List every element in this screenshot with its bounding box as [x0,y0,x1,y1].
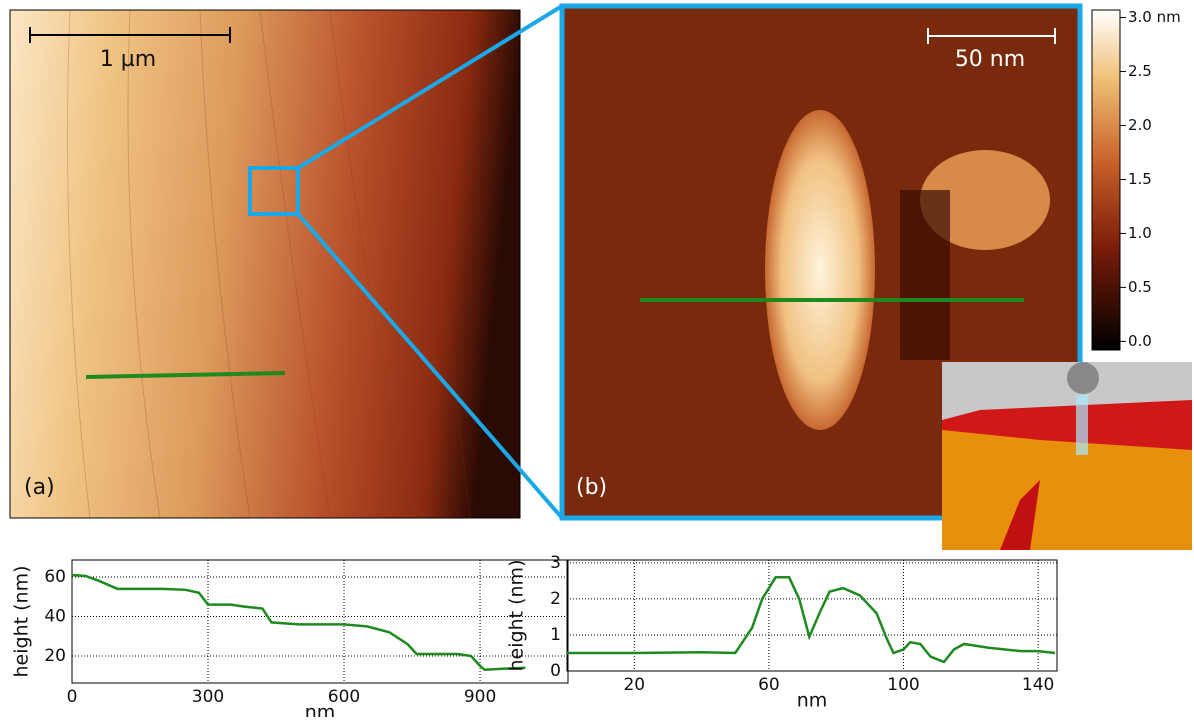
figure: 1 µm (a) 50 nm (b) 3.0 nm 2.5 2.0 1.5 1.0 0.5… [0,0,1194,717]
x-tick-label: 60 [758,675,780,695]
profile-line [72,575,525,670]
scale-label-b: 50 nm [955,47,1025,72]
colorbar-tick-label: 0.5 [1128,278,1152,296]
colorbar-tick-label: 1.5 [1128,170,1152,188]
scale-label-a: 1 µm [100,47,156,72]
y-tick-label: 1 [550,625,561,645]
panel-label-b: (b) [576,475,607,500]
noise [900,190,950,360]
colorbar-tick-label: 3.0 nm [1128,8,1181,26]
y-tick-label: 20 [44,646,66,666]
y-tick-label: 2 [550,589,561,609]
x-axis-label: nm [797,690,828,712]
y-tick-label: 0 [550,661,561,681]
afm-image-a [10,10,520,518]
x-tick-label: 20 [623,675,645,695]
colorbar-tick-label: 1.0 [1128,224,1152,242]
colorbar-tick-label: 2.5 [1128,62,1152,80]
profile-line [567,577,1055,662]
tip-inset [942,362,1192,550]
x-tick-label: 300 [192,687,224,707]
molecule [765,110,875,430]
y-tick-label: 60 [44,567,66,587]
y-tick-label: 40 [44,606,66,626]
colorbar [1092,10,1120,350]
y-axis-label: height (nm) [506,560,528,672]
x-tick-label: 100 [887,675,919,695]
plot-frame [72,560,568,683]
y-tick-label: 3 [550,553,561,573]
plot-frame [567,560,1057,671]
x-axis-label: nm [305,702,336,718]
panel-label-a: (a) [24,475,55,500]
colorbar-tick-label: 2.0 [1128,116,1152,134]
colorbar-tick-label: 0.0 [1128,332,1152,350]
x-tick-label: 0 [67,687,78,707]
x-tick-label: 140 [1022,675,1054,695]
x-tick-label: 900 [464,687,496,707]
y-axis-label: height (nm) [11,566,33,678]
